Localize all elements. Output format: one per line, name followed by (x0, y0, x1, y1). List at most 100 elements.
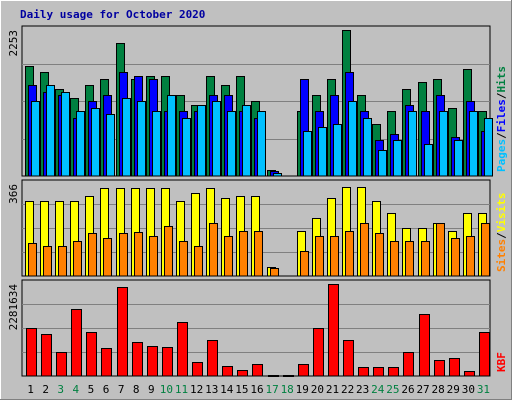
bar-visits-sites-6 (103, 238, 112, 277)
series-label-part: F (495, 352, 508, 359)
bar-hits-pages-10 (167, 95, 176, 177)
bar-kbytes-kbytes-28 (434, 360, 445, 377)
bar-kbytes-kbytes-6 (101, 348, 112, 377)
bar-kbytes-kbytes-31 (479, 332, 490, 377)
bar-hits-pages-12 (197, 105, 206, 177)
x-tick-label-17: 17 (265, 383, 278, 396)
bar-kbytes-kbytes-7 (117, 287, 128, 377)
x-axis-labels: 1 2 3 4 5 6 7 8 9 10 11 12 13 14 15 16 17 18 19 20 21 22 23 24 2… (27, 383, 490, 396)
x-tick-label-26: 26 (401, 383, 414, 396)
series-label-part: Pages (495, 139, 508, 172)
series-label-part: Hits (495, 66, 508, 93)
x-tick-label-5: 5 (88, 383, 95, 396)
bar-hits-pages-2 (46, 85, 55, 177)
bar-kbytes-kbytes-5 (86, 332, 97, 377)
bar-kbytes-kbytes-10 (162, 347, 173, 377)
x-tick-label-29: 29 (447, 383, 460, 396)
bar-visits-sites-29 (451, 238, 460, 277)
x-tick-label-9: 9 (148, 383, 155, 396)
bar-kbytes-kbytes-25 (388, 367, 399, 377)
bar-kbytes-kbytes-3 (56, 352, 67, 377)
bar-hits-pages-1 (31, 101, 40, 177)
x-tick-label-27: 27 (416, 383, 429, 396)
bar-visits-sites-31 (481, 223, 490, 277)
panel-visits: 366 Sites/Visits (7, 179, 508, 277)
x-tick-label-15: 15 (235, 383, 248, 396)
x-tick-label-31: 31 (477, 383, 490, 396)
bar-kbytes-kbytes-12 (192, 362, 203, 377)
bar-hits-pages-17 (273, 173, 282, 177)
bar-hits-pages-4 (76, 111, 85, 177)
x-tick-label-30: 30 (462, 383, 475, 396)
bar-kbytes-kbytes-14 (222, 366, 233, 377)
bar-hits-pages-21 (333, 124, 342, 177)
series-label-part: / (495, 232, 508, 239)
bar-hits-pages-30 (469, 111, 478, 177)
bar-visits-sites-25 (390, 241, 399, 277)
bar-hits-pages-24 (378, 150, 387, 177)
bar-visits-sites-4 (73, 241, 82, 277)
bar-hits-pages-29 (454, 140, 463, 177)
x-tick-label-11: 11 (175, 383, 188, 396)
bar-visits-sites-20 (315, 236, 324, 277)
bar-hits-pages-7 (122, 98, 131, 177)
bar-visits-sites-19 (300, 251, 309, 277)
x-tick-label-4: 4 (73, 383, 80, 396)
bar-kbytes-kbytes-17 (268, 375, 279, 377)
bar-visits-sites-15 (239, 231, 248, 277)
bar-hits-pages-27 (424, 144, 433, 177)
bar-kbytes-kbytes-20 (313, 328, 324, 377)
bar-kbytes-kbytes-22 (343, 340, 354, 377)
bar-visits-sites-5 (88, 233, 97, 277)
series-label-part: Visits (495, 193, 508, 233)
x-tick-label-7: 7 (118, 383, 125, 396)
bar-kbytes-kbytes-26 (403, 352, 414, 377)
bar-kbytes-kbytes-19 (298, 364, 309, 377)
bar-hits-pages-5 (91, 108, 100, 177)
x-tick-label-10: 10 (160, 383, 173, 396)
panel-kbytes: 2281634 KBF (7, 279, 508, 377)
series-label-part: Sites (495, 239, 508, 272)
bar-kbytes-kbytes-2 (41, 334, 52, 377)
ymax-label-visits: 366 (7, 184, 20, 204)
x-tick-label-1: 1 (27, 383, 34, 396)
bar-visits-sites-11 (179, 241, 188, 277)
bar-kbytes-kbytes-24 (373, 367, 384, 377)
x-tick-label-19: 19 (296, 383, 309, 396)
bar-visits-sites-14 (224, 236, 233, 277)
bar-hits-pages-9 (152, 111, 161, 177)
bar-hits-pages-6 (106, 114, 115, 177)
bar-hits-pages-13 (212, 101, 221, 177)
x-tick-label-14: 14 (220, 383, 234, 396)
bar-kbytes-kbytes-30 (464, 371, 475, 377)
x-tick-label-13: 13 (205, 383, 218, 396)
x-tick-label-8: 8 (133, 383, 140, 396)
bar-kbytes-kbytes-13 (207, 340, 218, 377)
x-tick-label-24: 24 (371, 383, 385, 396)
bar-kbytes-kbytes-21 (328, 284, 339, 377)
bar-hits-pages-28 (439, 111, 448, 177)
bar-kbytes-kbytes-27 (419, 314, 430, 377)
bar-visits-sites-12 (194, 246, 203, 277)
bar-kbytes-kbytes-18 (283, 375, 294, 377)
bar-hits-pages-16 (257, 111, 266, 177)
bar-hits-pages-15 (242, 105, 251, 177)
bar-visits-sites-10 (164, 226, 173, 277)
bar-visits-sites-23 (360, 223, 369, 277)
bar-visits-sites-24 (375, 233, 384, 277)
x-tick-label-21: 21 (326, 383, 339, 396)
ymax-label-kbytes: 2281634 (7, 284, 20, 331)
x-tick-label-6: 6 (103, 383, 110, 396)
bar-kbytes-kbytes-4 (71, 309, 82, 377)
series-label-visits: Sites/Visits (495, 193, 508, 273)
bar-visits-sites-16 (254, 231, 263, 277)
bar-kbytes-kbytes-16 (252, 364, 263, 377)
series-label-part: / (495, 92, 508, 99)
bar-kbytes-kbytes-15 (237, 370, 248, 377)
bar-visits-sites-22 (345, 231, 354, 277)
x-tick-label-28: 28 (432, 383, 445, 396)
bar-visits-sites-1 (28, 243, 37, 277)
bar-visits-sites-26 (405, 241, 414, 277)
